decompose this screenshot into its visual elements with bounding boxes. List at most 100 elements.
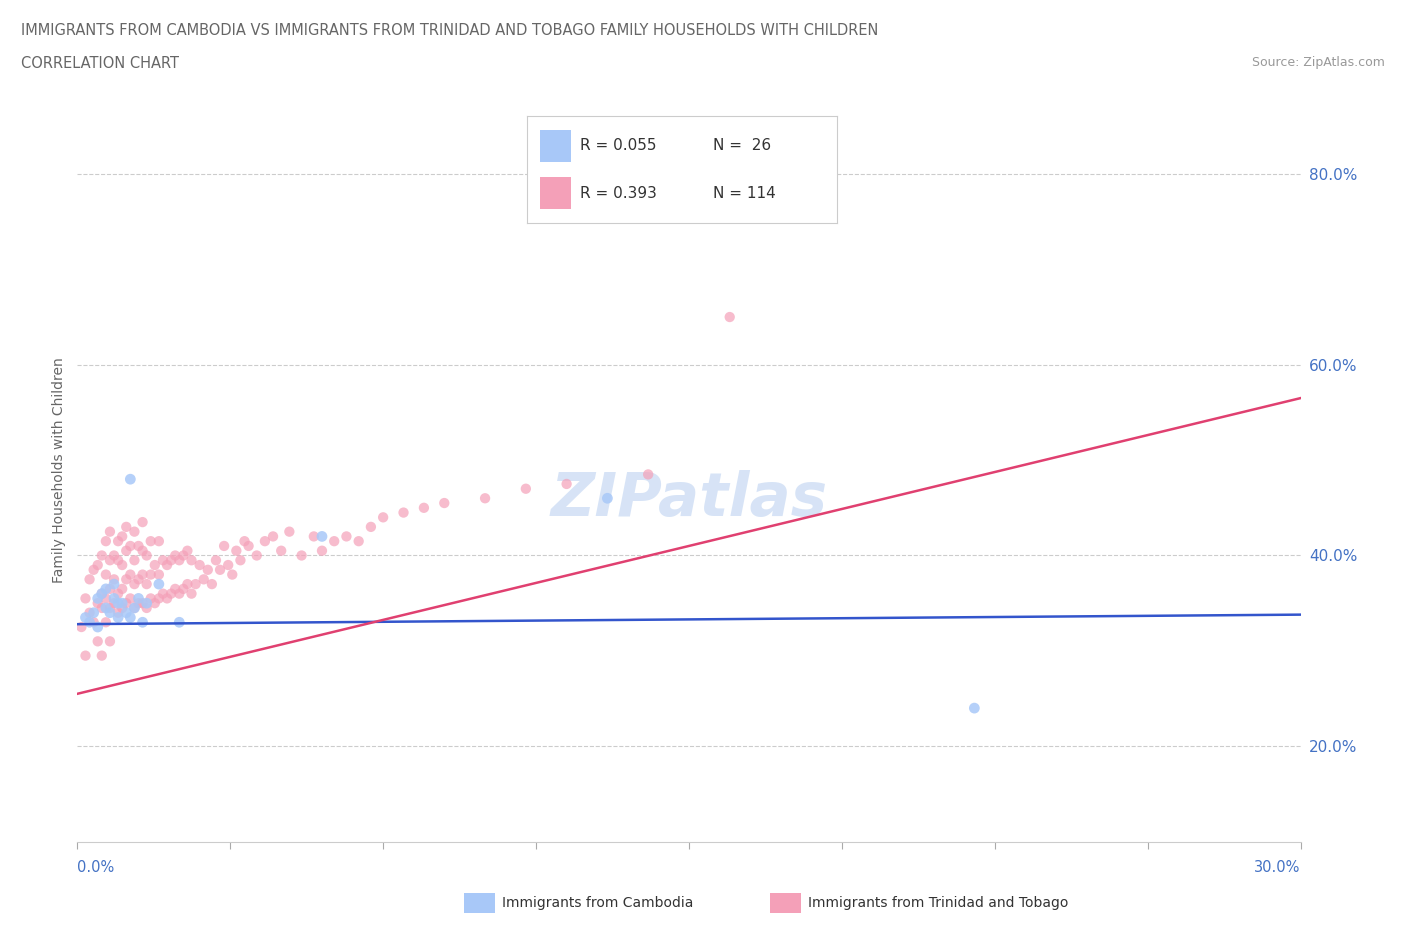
Point — [120, 591, 142, 605]
Point — [115, 520, 138, 535]
Y-axis label: Family Households with Children: Family Households with Children — [52, 357, 66, 582]
Point — [107, 552, 129, 567]
Point — [120, 538, 142, 553]
Point — [87, 596, 110, 611]
Point — [103, 572, 125, 587]
Point — [124, 525, 146, 539]
Point — [217, 558, 239, 573]
Point — [75, 648, 97, 663]
Point — [94, 615, 117, 630]
Point — [120, 610, 142, 625]
Point — [127, 538, 149, 553]
Point — [70, 619, 93, 634]
Point — [120, 567, 142, 582]
Point — [515, 482, 537, 497]
Point — [124, 601, 146, 616]
Point — [87, 619, 110, 634]
Text: R = 0.055: R = 0.055 — [579, 139, 657, 153]
Point — [169, 552, 191, 567]
Point — [120, 472, 142, 486]
Point — [98, 581, 121, 596]
Point — [139, 534, 162, 549]
Point — [87, 634, 110, 649]
Point — [176, 577, 198, 591]
Point — [98, 552, 121, 567]
Point — [302, 529, 325, 544]
Point — [139, 567, 162, 582]
Point — [135, 548, 157, 563]
Point — [197, 563, 219, 578]
Point — [111, 529, 134, 544]
Point — [555, 476, 578, 491]
Point — [208, 563, 231, 578]
Point — [201, 577, 224, 591]
Point — [165, 581, 187, 596]
Text: Immigrants from Cambodia: Immigrants from Cambodia — [502, 896, 693, 910]
Point — [103, 591, 125, 605]
Text: IMMIGRANTS FROM CAMBODIA VS IMMIGRANTS FROM TRINIDAD AND TOBAGO FAMILY HOUSEHOLD: IMMIGRANTS FROM CAMBODIA VS IMMIGRANTS F… — [21, 23, 879, 38]
Point — [152, 552, 174, 567]
Point — [131, 596, 153, 611]
Point — [103, 548, 125, 563]
Point — [115, 596, 138, 611]
Point — [205, 552, 228, 567]
Point — [87, 591, 110, 605]
Point — [188, 558, 211, 573]
Point — [152, 586, 174, 601]
Point — [131, 514, 153, 529]
Bar — [540, 130, 571, 162]
Point — [111, 601, 134, 616]
Point — [148, 567, 170, 582]
Bar — [540, 178, 571, 209]
Point — [172, 581, 194, 596]
Point — [184, 577, 207, 591]
Point — [335, 529, 357, 544]
Point — [156, 558, 179, 573]
Point — [79, 605, 101, 620]
Point — [413, 500, 436, 515]
Point — [98, 601, 121, 616]
Point — [75, 591, 97, 605]
Point — [278, 525, 301, 539]
Point — [160, 586, 183, 601]
Point — [107, 610, 129, 625]
Point — [115, 572, 138, 587]
Point — [135, 596, 157, 611]
Point — [596, 491, 619, 506]
Point — [127, 572, 149, 587]
Point — [253, 534, 276, 549]
Point — [229, 552, 252, 567]
Point — [311, 543, 333, 558]
Text: N = 114: N = 114 — [713, 186, 776, 201]
Point — [90, 648, 112, 663]
Point — [90, 586, 112, 601]
Text: ZIPatlas: ZIPatlas — [550, 470, 828, 529]
Point — [135, 601, 157, 616]
Text: R = 0.393: R = 0.393 — [579, 186, 657, 201]
Point — [94, 581, 117, 596]
Point — [165, 548, 187, 563]
Point — [360, 520, 382, 535]
Text: N =  26: N = 26 — [713, 139, 770, 153]
Point — [160, 552, 183, 567]
Point — [718, 310, 741, 325]
Point — [323, 534, 346, 549]
Point — [172, 548, 194, 563]
Point — [169, 615, 191, 630]
Point — [94, 567, 117, 582]
Point — [246, 548, 269, 563]
Point — [131, 615, 153, 630]
Point — [94, 591, 117, 605]
Point — [238, 538, 260, 553]
Point — [131, 567, 153, 582]
Point — [83, 563, 105, 578]
Point — [135, 577, 157, 591]
Point — [963, 700, 986, 715]
Point — [98, 634, 121, 649]
Point — [107, 586, 129, 601]
Point — [637, 467, 659, 482]
Text: 30.0%: 30.0% — [1254, 860, 1301, 875]
Point — [131, 543, 153, 558]
Point — [87, 558, 110, 573]
Point — [148, 534, 170, 549]
